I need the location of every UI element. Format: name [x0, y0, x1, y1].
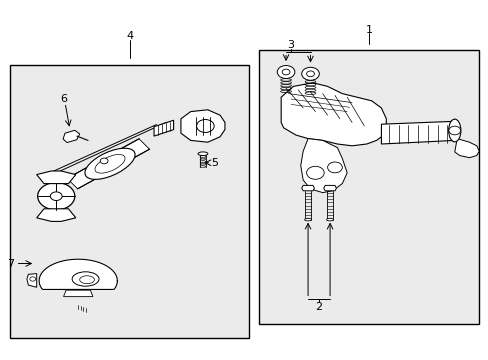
Circle shape: [306, 166, 324, 179]
Polygon shape: [281, 83, 386, 146]
Circle shape: [38, 183, 75, 210]
Ellipse shape: [85, 148, 135, 179]
Text: 4: 4: [126, 31, 133, 41]
Polygon shape: [39, 259, 117, 289]
Polygon shape: [63, 130, 80, 143]
Text: 2: 2: [315, 302, 322, 312]
Ellipse shape: [198, 152, 207, 156]
Circle shape: [282, 69, 289, 75]
Polygon shape: [67, 139, 149, 189]
Text: 1: 1: [365, 24, 372, 35]
Polygon shape: [27, 274, 37, 287]
Circle shape: [30, 277, 36, 281]
Text: 6: 6: [60, 94, 67, 104]
Polygon shape: [63, 290, 93, 297]
Polygon shape: [323, 185, 336, 191]
Circle shape: [196, 120, 214, 132]
Polygon shape: [454, 139, 478, 158]
Polygon shape: [37, 209, 76, 221]
Bar: [259, 50, 478, 324]
Text: 3: 3: [287, 40, 294, 50]
Ellipse shape: [95, 154, 125, 173]
Ellipse shape: [72, 272, 99, 286]
Bar: [10, 65, 249, 338]
Polygon shape: [300, 139, 346, 193]
Polygon shape: [381, 121, 454, 144]
Circle shape: [301, 67, 319, 80]
Ellipse shape: [326, 218, 333, 221]
Circle shape: [100, 158, 108, 164]
Circle shape: [277, 66, 294, 78]
Circle shape: [448, 126, 460, 135]
Polygon shape: [181, 110, 224, 142]
Ellipse shape: [304, 218, 311, 221]
Polygon shape: [154, 120, 173, 136]
Ellipse shape: [80, 276, 94, 284]
Text: 7: 7: [7, 258, 14, 269]
Polygon shape: [301, 185, 314, 191]
Circle shape: [306, 71, 314, 77]
Circle shape: [50, 192, 62, 201]
Text: 5: 5: [211, 158, 218, 168]
Ellipse shape: [448, 119, 460, 142]
Circle shape: [327, 162, 342, 173]
Polygon shape: [37, 171, 76, 184]
